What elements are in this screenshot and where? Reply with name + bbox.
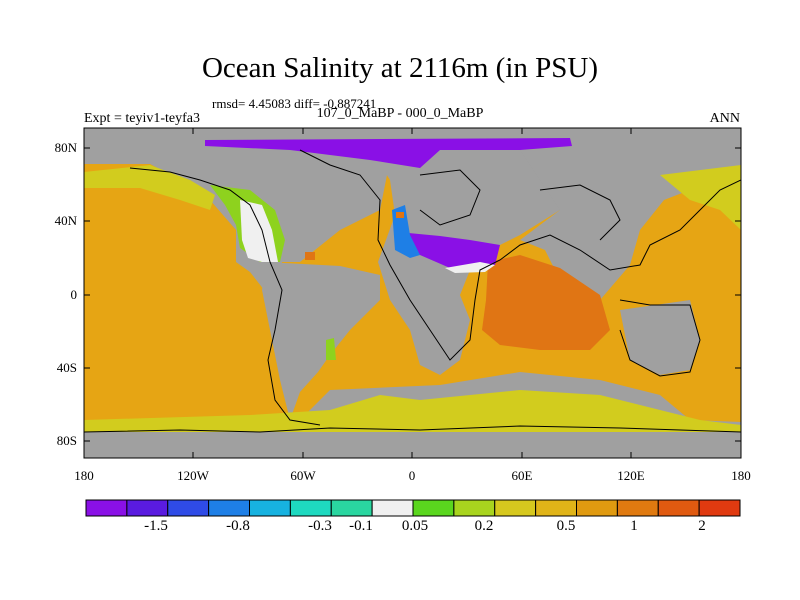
season-label: ANN (709, 111, 740, 126)
stats-line: rmsd= 4.45083 diff= -0.887241 (212, 96, 377, 111)
mediterranean-white (445, 262, 495, 273)
colorbar (85, 499, 741, 517)
plot-title: Ocean Salinity at 2116m (in PSU) (201, 52, 599, 84)
colorbar-box (85, 499, 128, 517)
lat-tick-label: 0 (70, 287, 78, 302)
colorbar-box (126, 499, 169, 517)
mediterranean-purple (398, 232, 500, 272)
australia (620, 300, 700, 375)
lon-tick-label: 180 (731, 468, 751, 483)
east-yellow-band (660, 165, 741, 230)
lon-tick-label: 0 (408, 468, 416, 483)
colorbar-box (371, 499, 414, 517)
colorbar-box (330, 499, 373, 517)
coastlines (84, 149, 741, 433)
indian-ocean-orange (482, 255, 610, 350)
colorbar-label: 0.2 (474, 518, 494, 534)
colorbar-box (698, 499, 741, 517)
pacific-yellow-band (84, 165, 215, 210)
colorbar-label: -0.1 (349, 518, 373, 534)
colorbar-box (576, 499, 618, 517)
gibraltar-orange-patch (396, 212, 404, 218)
map-field (84, 128, 741, 458)
lon-tick-label: 60E (511, 468, 533, 483)
colorbar-box (412, 499, 455, 517)
colorbar-label: -0.8 (226, 518, 250, 534)
lon-tick-label: 180 (74, 468, 94, 483)
lon-tick-label: 120W (177, 468, 209, 483)
lon-tick-label: 120E (617, 468, 645, 483)
colorbar-box (657, 499, 700, 517)
labrador-white (240, 200, 278, 262)
colorbar-box (535, 499, 578, 517)
colorbar-box (249, 499, 291, 517)
colorbar-box (616, 499, 659, 517)
colorbar-label: 0.5 (556, 518, 576, 534)
lon-tick-label: 60W (290, 468, 316, 483)
colorbar-box (494, 499, 537, 517)
lat-tick-label: 80N (54, 140, 77, 155)
lat-tick-label: 40N (54, 213, 77, 228)
axis-ticks (84, 128, 741, 458)
colorbar-label: -1.5 (144, 518, 168, 534)
colorbar-box (208, 499, 251, 517)
colorbar-box (167, 499, 210, 517)
lat-tick-label: 40S (56, 360, 77, 375)
colorbar-label: 1 (630, 518, 638, 534)
gulf-orange-patch (305, 252, 315, 260)
south-america (262, 262, 380, 420)
colorbar-label: -0.3 (308, 518, 332, 534)
arctic-purple (205, 138, 572, 168)
period-label: 107_0_MaBP - 000_0_MaBP (316, 106, 484, 121)
colorbar-box (453, 499, 496, 517)
mediterranean-blue (392, 205, 420, 258)
colorbar-label: 0.05 (401, 518, 429, 534)
south-yellow-band (84, 390, 741, 432)
southamerica-green (326, 338, 336, 360)
experiment-label: Expt = teyiv1-teyfa3 (84, 111, 200, 126)
colorbar-label: 2 (698, 518, 706, 534)
lat-tick-label: 80S (56, 433, 77, 448)
colorbar-box (289, 499, 332, 517)
